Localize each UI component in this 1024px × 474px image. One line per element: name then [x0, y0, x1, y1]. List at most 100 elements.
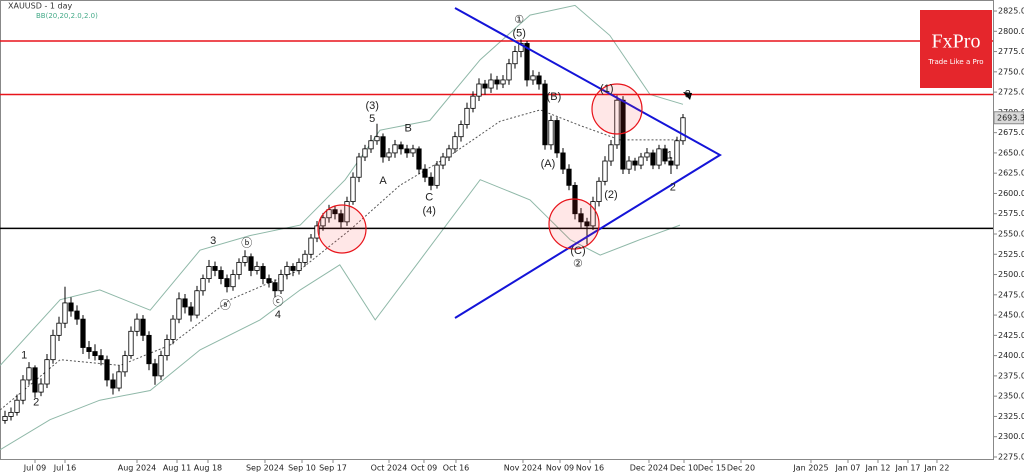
wave-label: (1) — [600, 83, 613, 95]
candle-body — [266, 278, 272, 284]
y-tick-label: 2775.00 — [998, 47, 1024, 56]
levels — [0, 40, 993, 230]
candle-body — [308, 237, 314, 255]
y-tick-label: 2600.00 — [998, 189, 1024, 198]
x-tick-label: Aug 18 — [194, 464, 222, 473]
candle-body — [332, 209, 338, 215]
wave-label: (5) — [512, 28, 525, 40]
candle-body — [482, 83, 488, 89]
indicator-line — [0, 179, 681, 451]
candle-body — [218, 270, 224, 279]
candle-body — [374, 136, 380, 142]
x-tick-label: Sep 10 — [288, 464, 316, 473]
candle-body — [392, 144, 398, 154]
candle-body — [206, 266, 212, 279]
candle-body — [320, 217, 326, 227]
candle-body — [188, 306, 194, 316]
candle-body — [80, 318, 86, 348]
triangle — [454, 7, 722, 319]
candle-body — [278, 274, 284, 292]
candle-body — [440, 156, 446, 166]
wave-label: ① — [514, 14, 524, 26]
candle-body — [422, 168, 428, 178]
candle-body — [200, 278, 206, 292]
candle-body — [398, 144, 404, 150]
candle-body — [338, 213, 344, 223]
candle-body — [2, 416, 8, 421]
candle-body — [494, 79, 500, 85]
candle-body — [506, 63, 512, 81]
candle-body — [44, 359, 50, 385]
candle-body — [14, 399, 20, 413]
candle-body — [92, 351, 98, 357]
candle-body — [170, 318, 176, 340]
x-tick-label: Nov 16 — [576, 464, 604, 473]
y-tick-label: 2325.00 — [998, 412, 1024, 421]
x-tick-label: Dec 15 — [698, 464, 726, 473]
wave-label: ⓒ — [272, 295, 283, 308]
x-tick-label: Nov 2024 — [504, 464, 543, 473]
last-price-label: 2693.36 — [997, 113, 1024, 122]
y-tick-label: 2625.00 — [998, 169, 1024, 178]
wave-label: C — [425, 191, 433, 203]
candle-body — [356, 156, 362, 178]
candle-body — [248, 256, 254, 271]
candle-body — [542, 83, 548, 146]
candle-body — [608, 144, 614, 162]
candle-body — [446, 148, 452, 158]
candle-body — [632, 160, 638, 166]
candle-body — [290, 266, 296, 271]
x-tick-label: Dec 20 — [727, 464, 755, 473]
candle-body — [116, 371, 122, 389]
x-tick-label: Oct 09 — [411, 464, 438, 473]
candle-body — [26, 367, 32, 381]
candle-body — [656, 148, 662, 166]
x-tick-label: Oct 16 — [443, 464, 470, 473]
wave-label: 3 — [685, 88, 691, 100]
candle-body — [146, 334, 152, 365]
candle-body — [404, 148, 410, 154]
x-tick-label: Aug 2024 — [118, 464, 157, 473]
candle-body — [152, 363, 158, 377]
candle-body — [50, 334, 56, 361]
candle-body — [560, 152, 566, 170]
highlight-circle — [548, 198, 600, 250]
x-tick-label: Dec 10 — [670, 464, 698, 473]
candle-body — [416, 148, 422, 170]
candles — [2, 39, 686, 424]
x-tick-label: Sep 2024 — [246, 464, 284, 473]
y-tick-label: 2375.00 — [998, 371, 1024, 380]
candle-body — [272, 282, 278, 292]
candle-body — [470, 95, 476, 109]
wave-label: 1 — [21, 350, 27, 362]
y-tick-label: 2575.00 — [998, 209, 1024, 218]
candle-body — [386, 152, 392, 158]
axes: 2275.00 2300.00 2325.00 2350.00 2375.00 2400.… — [23, 7, 1024, 473]
wave-label: 5 — [369, 113, 375, 125]
y-tick-label: 2800.00 — [998, 27, 1024, 36]
candle-body — [644, 152, 650, 158]
candle-body — [626, 160, 632, 170]
candle-body — [650, 152, 656, 166]
candle-body — [194, 290, 200, 316]
candle-body — [122, 355, 128, 373]
last-price-box — [993, 111, 1024, 125]
candle-body — [428, 176, 434, 186]
wave-label: (A) — [541, 158, 556, 170]
x-tick-label: Jul 09 — [23, 464, 46, 473]
candle-body — [536, 75, 542, 85]
candle-body — [260, 266, 266, 279]
candle-body — [134, 318, 140, 332]
candle-body — [242, 256, 248, 263]
wave-label: (2) — [604, 189, 617, 201]
candle-body — [236, 261, 242, 275]
candle-body — [584, 221, 590, 227]
wave-label: (3) — [365, 100, 378, 112]
x-tick-label: Sep 17 — [319, 464, 347, 473]
wave-label: ② — [573, 258, 583, 270]
candle-body — [674, 140, 680, 166]
candle-body — [284, 266, 290, 275]
candle-body — [350, 176, 356, 202]
x-tick-label: Dec 2024 — [630, 464, 668, 473]
